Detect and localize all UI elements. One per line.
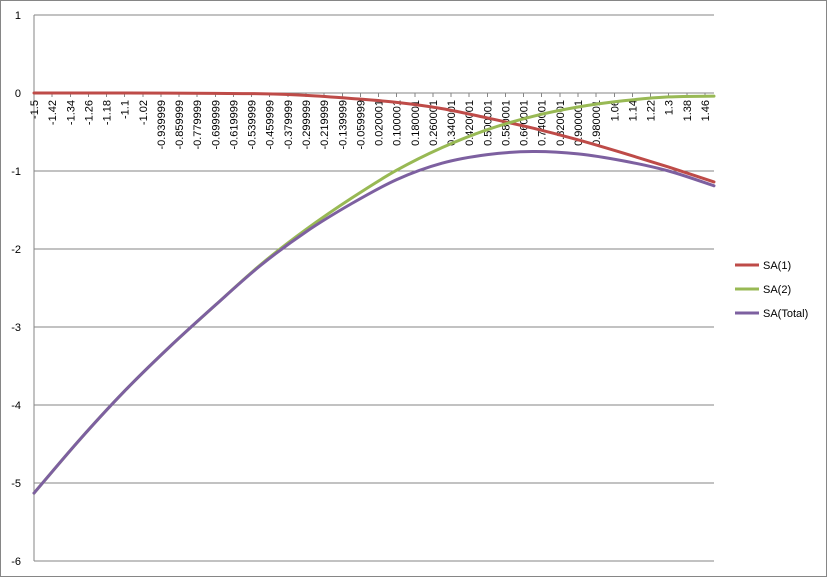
x-tick-label: -0.939999 bbox=[156, 100, 168, 150]
x-tick-label: -0.459999 bbox=[265, 100, 277, 150]
y-tick-label: -3 bbox=[11, 322, 21, 334]
x-tick-label: 0.180001 bbox=[410, 100, 422, 146]
y-tick-label: 0 bbox=[15, 88, 21, 100]
x-tick-label: 1.06 bbox=[609, 100, 621, 121]
x-tick-label: -0.299999 bbox=[301, 100, 313, 150]
y-tick-label: 1 bbox=[15, 10, 21, 22]
x-tick-label: 0.500001 bbox=[482, 100, 494, 146]
x-tick-label: -1.02 bbox=[138, 100, 150, 125]
x-tick-label: -0.619999 bbox=[228, 100, 240, 150]
x-tick-label: 0.260001 bbox=[428, 100, 440, 146]
legend: SA(1) SA(2) SA(Total) bbox=[735, 260, 808, 320]
x-tick-label: -1.18 bbox=[102, 100, 114, 125]
x-tick-label: 1.14 bbox=[627, 100, 639, 121]
x-tick-label: -0.059999 bbox=[355, 100, 367, 150]
x-tick-label: -0.219999 bbox=[319, 100, 331, 150]
x-tick-label: 1.46 bbox=[700, 100, 712, 121]
legend-item: SA(Total) bbox=[735, 308, 808, 320]
y-tick-label: -4 bbox=[11, 400, 21, 412]
x-tick-label: -1.34 bbox=[65, 100, 77, 125]
legend-label: SA(1) bbox=[763, 260, 791, 272]
x-tick-label: 0.820001 bbox=[555, 100, 567, 146]
x-tick-label: 0.340001 bbox=[446, 100, 458, 146]
legend-label: SA(Total) bbox=[763, 308, 808, 320]
x-tick-label: -1.1 bbox=[120, 100, 132, 119]
x-tick-label: 0.660001 bbox=[519, 100, 531, 146]
x-tick-label: -1.42 bbox=[47, 100, 59, 125]
y-tick-label: -1 bbox=[11, 166, 21, 178]
x-tick-label: 0.100001 bbox=[392, 100, 404, 146]
x-tick-label: -0.539999 bbox=[247, 100, 259, 150]
x-tick-label: 0.020001 bbox=[374, 100, 386, 146]
x-tick-label: -1.5 bbox=[29, 100, 41, 119]
y-axis-ticks: 1 0 -1 -2 -3 -4 -5 -6 bbox=[11, 10, 21, 568]
x-tick-label: 1.3 bbox=[664, 100, 676, 115]
x-tick-label: -0.139999 bbox=[337, 100, 349, 150]
x-tick-label: -0.379999 bbox=[283, 100, 295, 150]
legend-item: SA(1) bbox=[735, 260, 791, 272]
series-line-sa-1 bbox=[32, 91, 716, 184]
x-tick-label: 0.980001 bbox=[591, 100, 603, 146]
x-tick-label: -0.779999 bbox=[192, 100, 204, 150]
y-tick-label: -2 bbox=[11, 244, 21, 256]
y-tick-label: -6 bbox=[11, 556, 21, 568]
x-axis: -1.5 -1.42 -1.34 -1.26 -1.18 -1.1 -1.02 -0.9399… bbox=[29, 92, 714, 150]
series-line-sa-2 bbox=[32, 94, 716, 495]
x-tick-label: -0.859999 bbox=[174, 100, 186, 150]
x-tick-label: 0.900001 bbox=[573, 100, 585, 146]
legend-item: SA(2) bbox=[735, 284, 791, 296]
x-tick-label: -1.26 bbox=[83, 100, 95, 125]
gridlines bbox=[33, 14, 714, 562]
x-tick-label: 1.38 bbox=[682, 100, 694, 121]
series-lines bbox=[32, 91, 716, 495]
x-tick-label: -0.699999 bbox=[210, 100, 222, 150]
y-tick-label: -5 bbox=[11, 478, 21, 490]
legend-label: SA(2) bbox=[763, 284, 791, 296]
series-line-sa-total bbox=[32, 149, 716, 495]
x-tick-label: 1.22 bbox=[646, 100, 658, 121]
x-tick-label: 0.740001 bbox=[537, 100, 549, 146]
